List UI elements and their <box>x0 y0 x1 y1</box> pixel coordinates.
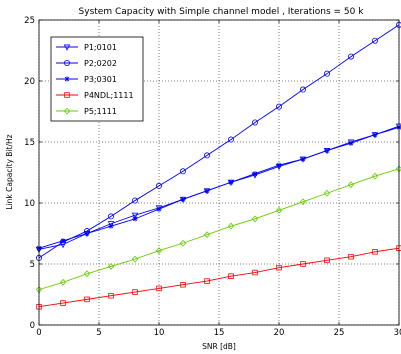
y-tick-label: 0 <box>30 321 35 331</box>
chart-title: System Capacity with Simple channel mode… <box>79 7 365 17</box>
legend-label: P2;0202 <box>84 59 117 68</box>
y-axis-label: Link Capacity Bit/Hz <box>5 134 14 209</box>
data-point <box>108 224 113 229</box>
legend: P1;0101 P2;0202 P3;0301 P4NDL;1111 P5;1111 <box>51 37 143 121</box>
data-point <box>348 141 353 146</box>
x-axis-label: SNR [dB] <box>202 342 236 351</box>
data-point <box>84 231 89 236</box>
x-tick-label: 5 <box>96 328 101 338</box>
y-tick-label: 15 <box>24 138 35 148</box>
data-point <box>156 207 161 212</box>
y-tick-label: 25 <box>24 16 35 26</box>
y-tick-label: 10 <box>24 199 35 209</box>
data-point <box>300 156 305 161</box>
data-point <box>372 132 377 137</box>
data-point <box>324 148 329 153</box>
x-tick-label: 20 <box>274 328 285 338</box>
x-tick-label: 15 <box>214 328 225 338</box>
legend-label: P3;0301 <box>84 75 117 84</box>
x-tick-label: 10 <box>154 328 165 338</box>
data-point <box>276 163 281 168</box>
x-tick-label: 0 <box>36 328 41 338</box>
data-point <box>204 188 209 193</box>
data-point <box>132 216 137 221</box>
x-tick-label: 25 <box>334 328 345 338</box>
y-tick-label: 20 <box>24 77 35 87</box>
legend-label: P4NDL;1111 <box>84 91 134 100</box>
data-point <box>228 180 233 185</box>
x-tick-label: 30 <box>394 328 401 338</box>
data-point <box>180 197 185 202</box>
data-point <box>252 171 257 176</box>
y-tick-label: 5 <box>30 260 35 270</box>
legend-label: P1;0101 <box>84 43 117 52</box>
legend-marker <box>64 76 69 81</box>
legend-label: P5;1111 <box>84 107 117 116</box>
data-point <box>60 238 65 243</box>
